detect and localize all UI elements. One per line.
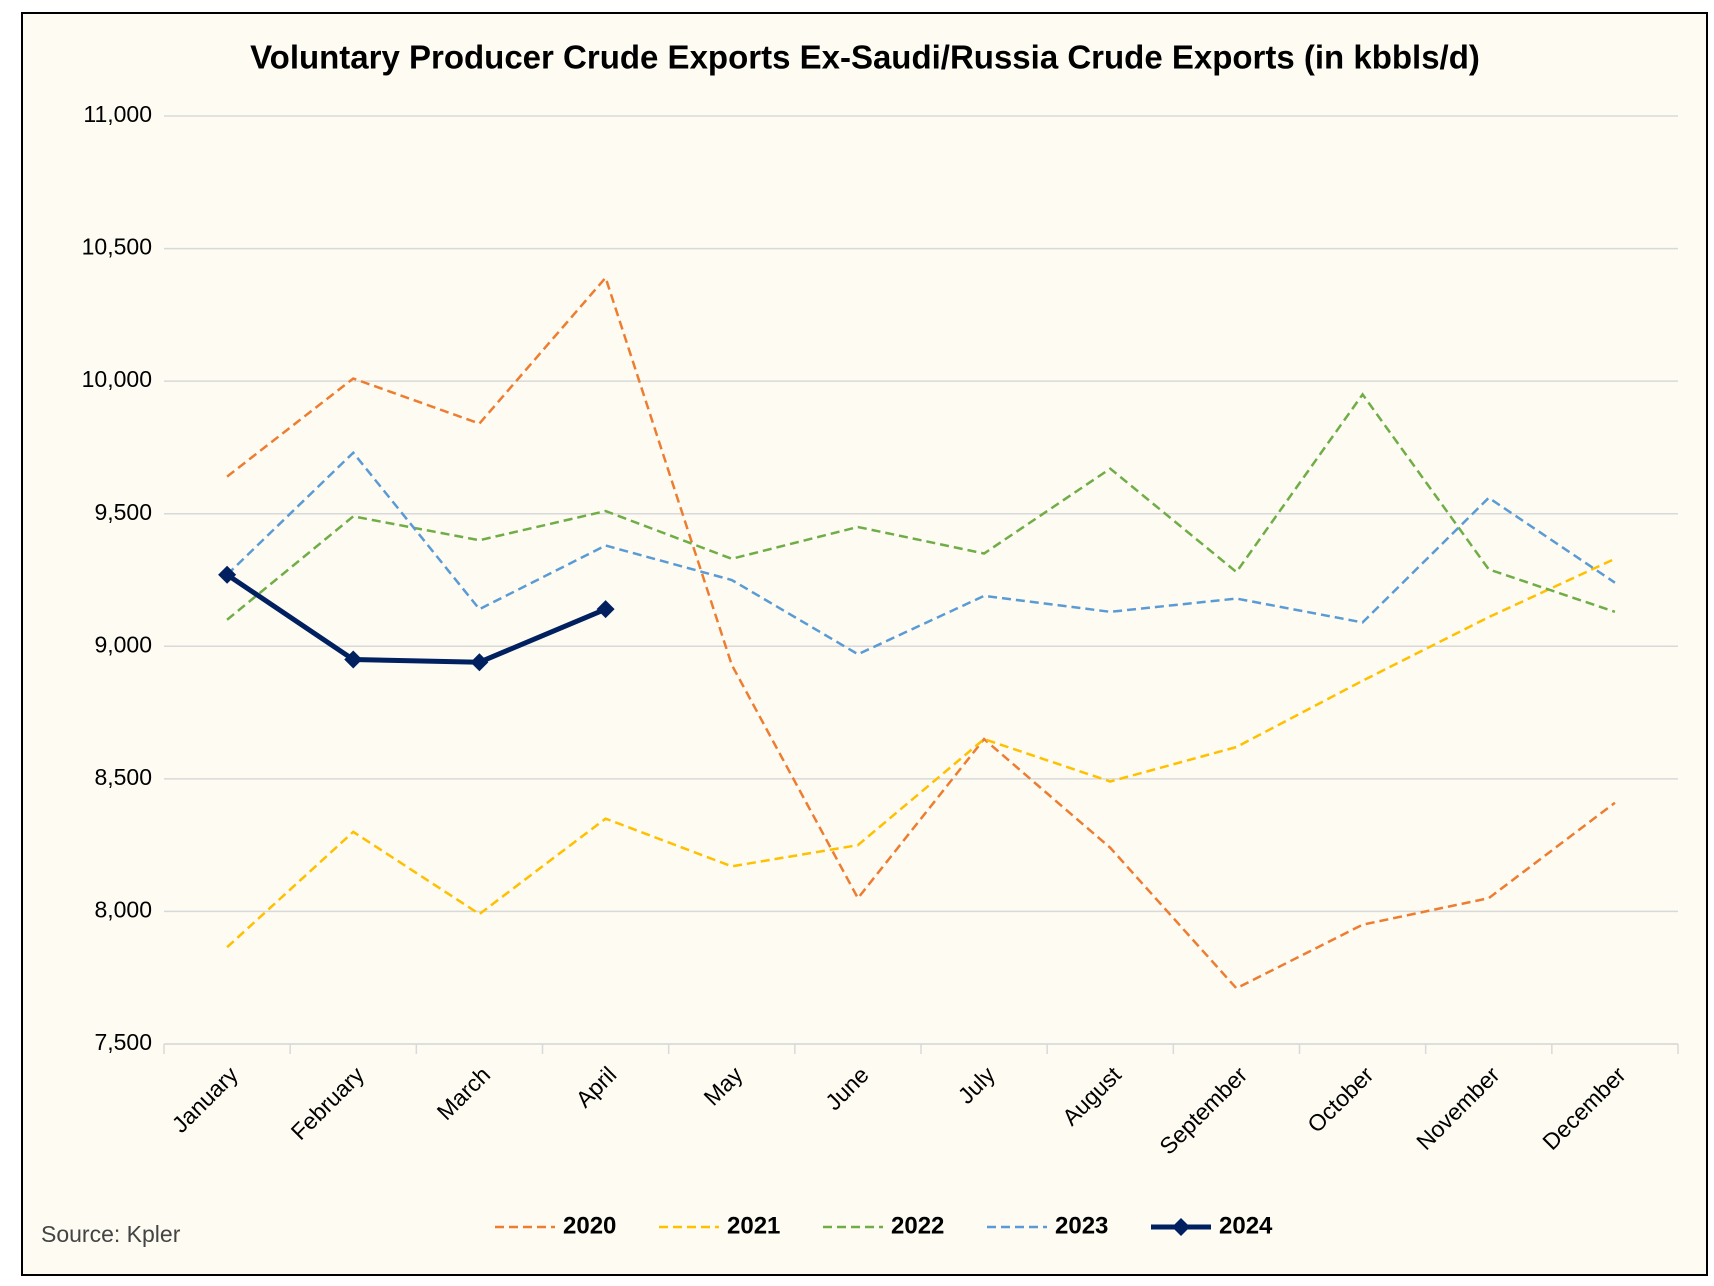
y-tick-label: 10,000: [82, 366, 152, 392]
chart-title: Voluntary Producer Crude Exports Ex-Saud…: [250, 39, 1480, 76]
point-marker: [344, 650, 363, 669]
legend-marker: [1172, 1218, 1190, 1236]
legend-label: 2020: [563, 1212, 616, 1239]
legend-label: 2024: [1219, 1212, 1273, 1239]
point-marker: [218, 565, 237, 584]
series-line: [226, 275, 1616, 990]
series-line: [226, 392, 1616, 621]
y-tick-label: 8,500: [94, 764, 152, 790]
chart-frame: [21, 12, 1708, 1276]
series-line: [226, 557, 1616, 949]
y-tick-label: 10,500: [82, 234, 152, 260]
y-tick-label: 8,000: [94, 897, 152, 923]
point-marker: [596, 600, 615, 619]
legend-label: 2022: [891, 1212, 944, 1239]
y-tick-label: 7,500: [94, 1029, 152, 1055]
point-marker: [470, 653, 489, 672]
legend-label: 2023: [1055, 1212, 1108, 1239]
y-tick-label: 11,000: [83, 101, 152, 127]
series-line: [225, 572, 607, 665]
y-tick-label: 9,500: [94, 499, 152, 525]
source-note: Source: Kpler: [41, 1221, 181, 1247]
series-line: [226, 450, 1616, 656]
legend-label: 2021: [727, 1212, 780, 1239]
y-tick-label: 9,000: [94, 631, 152, 657]
